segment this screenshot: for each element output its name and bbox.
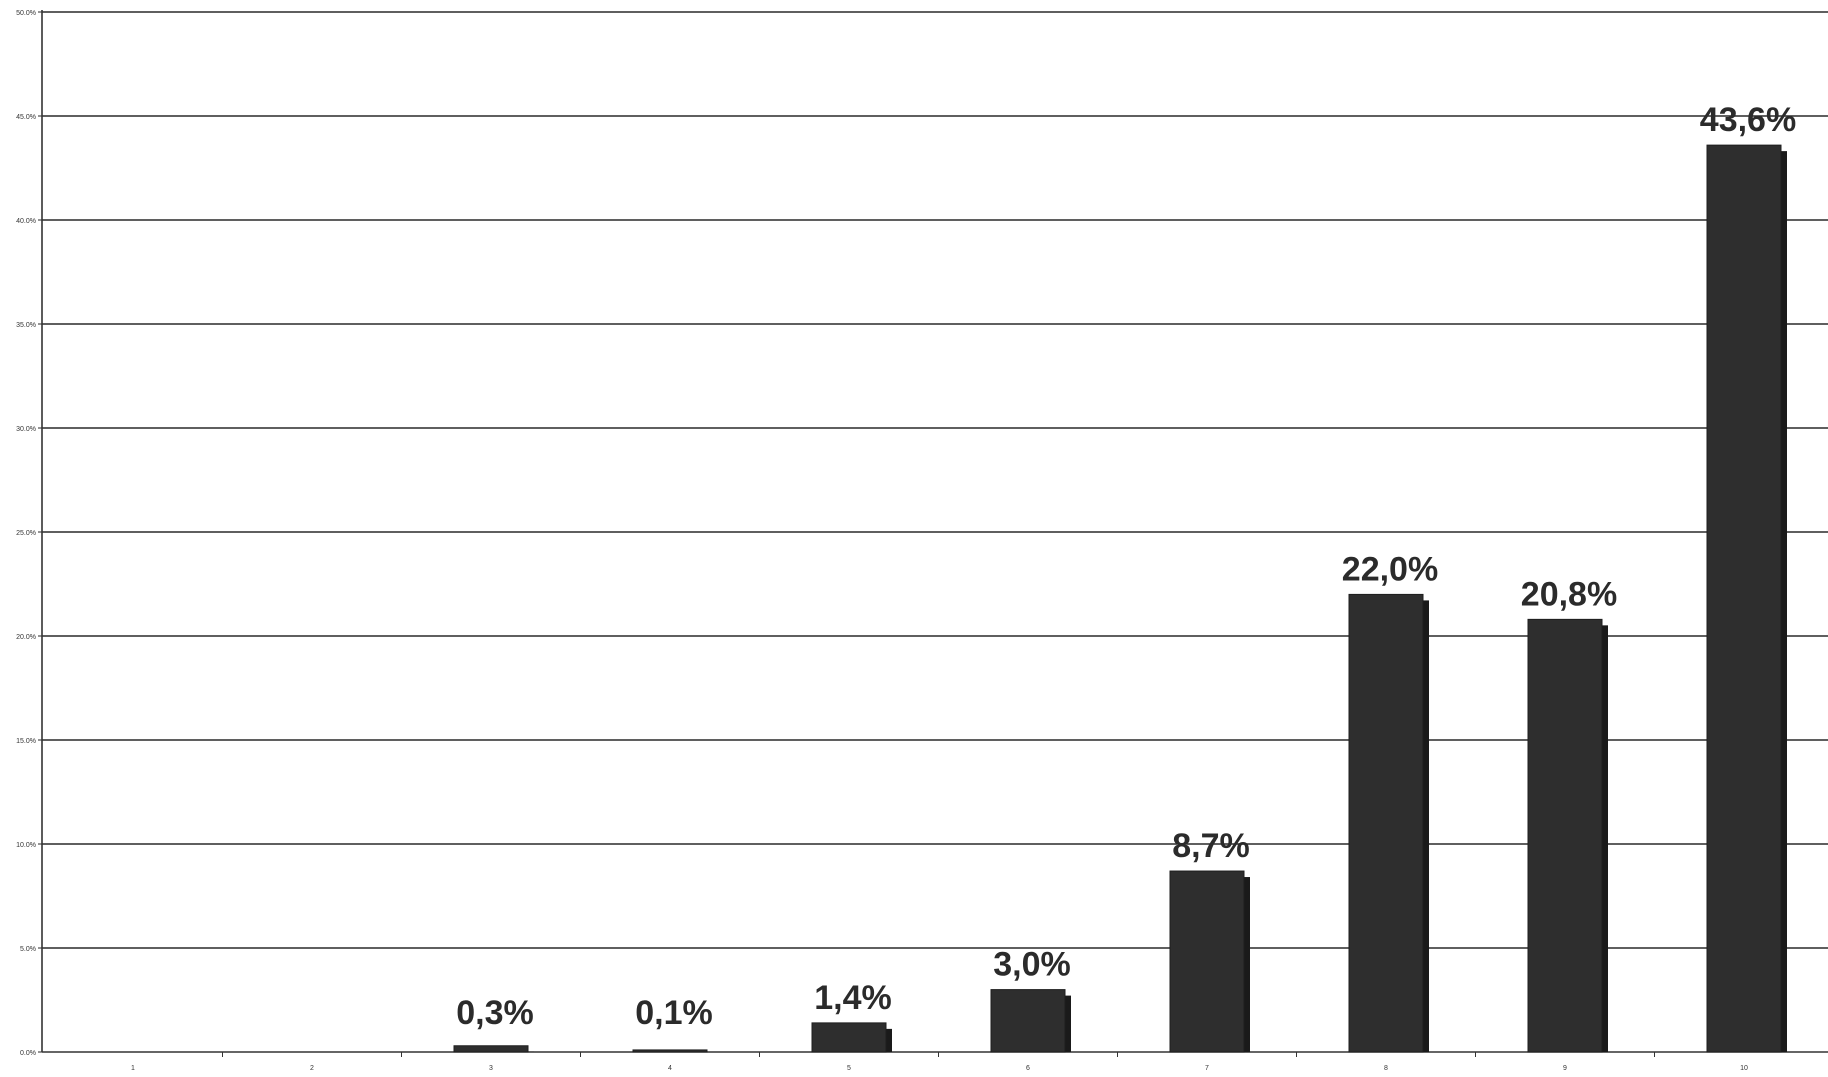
y-tick-label: 15.0% bbox=[16, 738, 36, 745]
bar bbox=[1348, 593, 1424, 1053]
x-tick-label: 4 bbox=[668, 1065, 672, 1072]
x-tick-label: 6 bbox=[1026, 1065, 1030, 1072]
y-axis-ticks: 0.0% 5.0% 10.0% 15.0% 20.0% 25.0% 30.0% 35.0% 40… bbox=[16, 10, 42, 1057]
data-label: 22,0% bbox=[1342, 550, 1438, 588]
y-tick-label: 40.0% bbox=[16, 218, 36, 225]
data-label: 3,0% bbox=[993, 946, 1071, 984]
y-tick-label: 25.0% bbox=[16, 530, 36, 537]
bar bbox=[1169, 870, 1245, 1053]
data-labels: 0,3% 0,1% 1,4% 3,0% 8,7% 22,0% 20,8% 43,6% bbox=[456, 101, 1796, 1032]
x-tick-label: 2 bbox=[310, 1065, 314, 1072]
data-label: 0,3% bbox=[456, 994, 534, 1032]
y-tick-label: 45.0% bbox=[16, 114, 36, 121]
y-tick-label: 10.0% bbox=[16, 842, 36, 849]
data-label: 1,4% bbox=[814, 979, 892, 1017]
x-tick-label: 8 bbox=[1384, 1065, 1388, 1072]
y-tick-label: 35.0% bbox=[16, 322, 36, 329]
gridlines bbox=[42, 11, 1828, 949]
y-tick-label: 20.0% bbox=[16, 634, 36, 641]
bars bbox=[453, 144, 1787, 1053]
x-tick-label: 1 bbox=[131, 1065, 135, 1072]
bar bbox=[990, 989, 1066, 1053]
bar bbox=[811, 1022, 887, 1053]
y-tick-label: 0.0% bbox=[20, 1050, 36, 1057]
data-label: 43,6% bbox=[1700, 101, 1796, 139]
x-axis-ticks: 1 2 3 4 5 6 7 8 9 10 bbox=[131, 1052, 1748, 1072]
data-label: 20,8% bbox=[1521, 575, 1617, 613]
x-tick-label: 10 bbox=[1740, 1065, 1748, 1072]
x-tick-label: 7 bbox=[1205, 1065, 1209, 1072]
y-tick-label: 5.0% bbox=[20, 946, 36, 953]
x-tick-label: 3 bbox=[489, 1065, 493, 1072]
bar bbox=[632, 1049, 708, 1053]
y-tick-label: 50.0% bbox=[16, 10, 36, 17]
data-label: 8,7% bbox=[1172, 827, 1250, 865]
x-tick-label: 9 bbox=[1563, 1065, 1567, 1072]
bar bbox=[1527, 618, 1603, 1053]
y-tick-label: 30.0% bbox=[16, 426, 36, 433]
x-tick-label: 5 bbox=[847, 1065, 851, 1072]
bar bbox=[1706, 144, 1782, 1053]
bar bbox=[453, 1045, 529, 1053]
data-label: 0,1% bbox=[635, 994, 713, 1032]
